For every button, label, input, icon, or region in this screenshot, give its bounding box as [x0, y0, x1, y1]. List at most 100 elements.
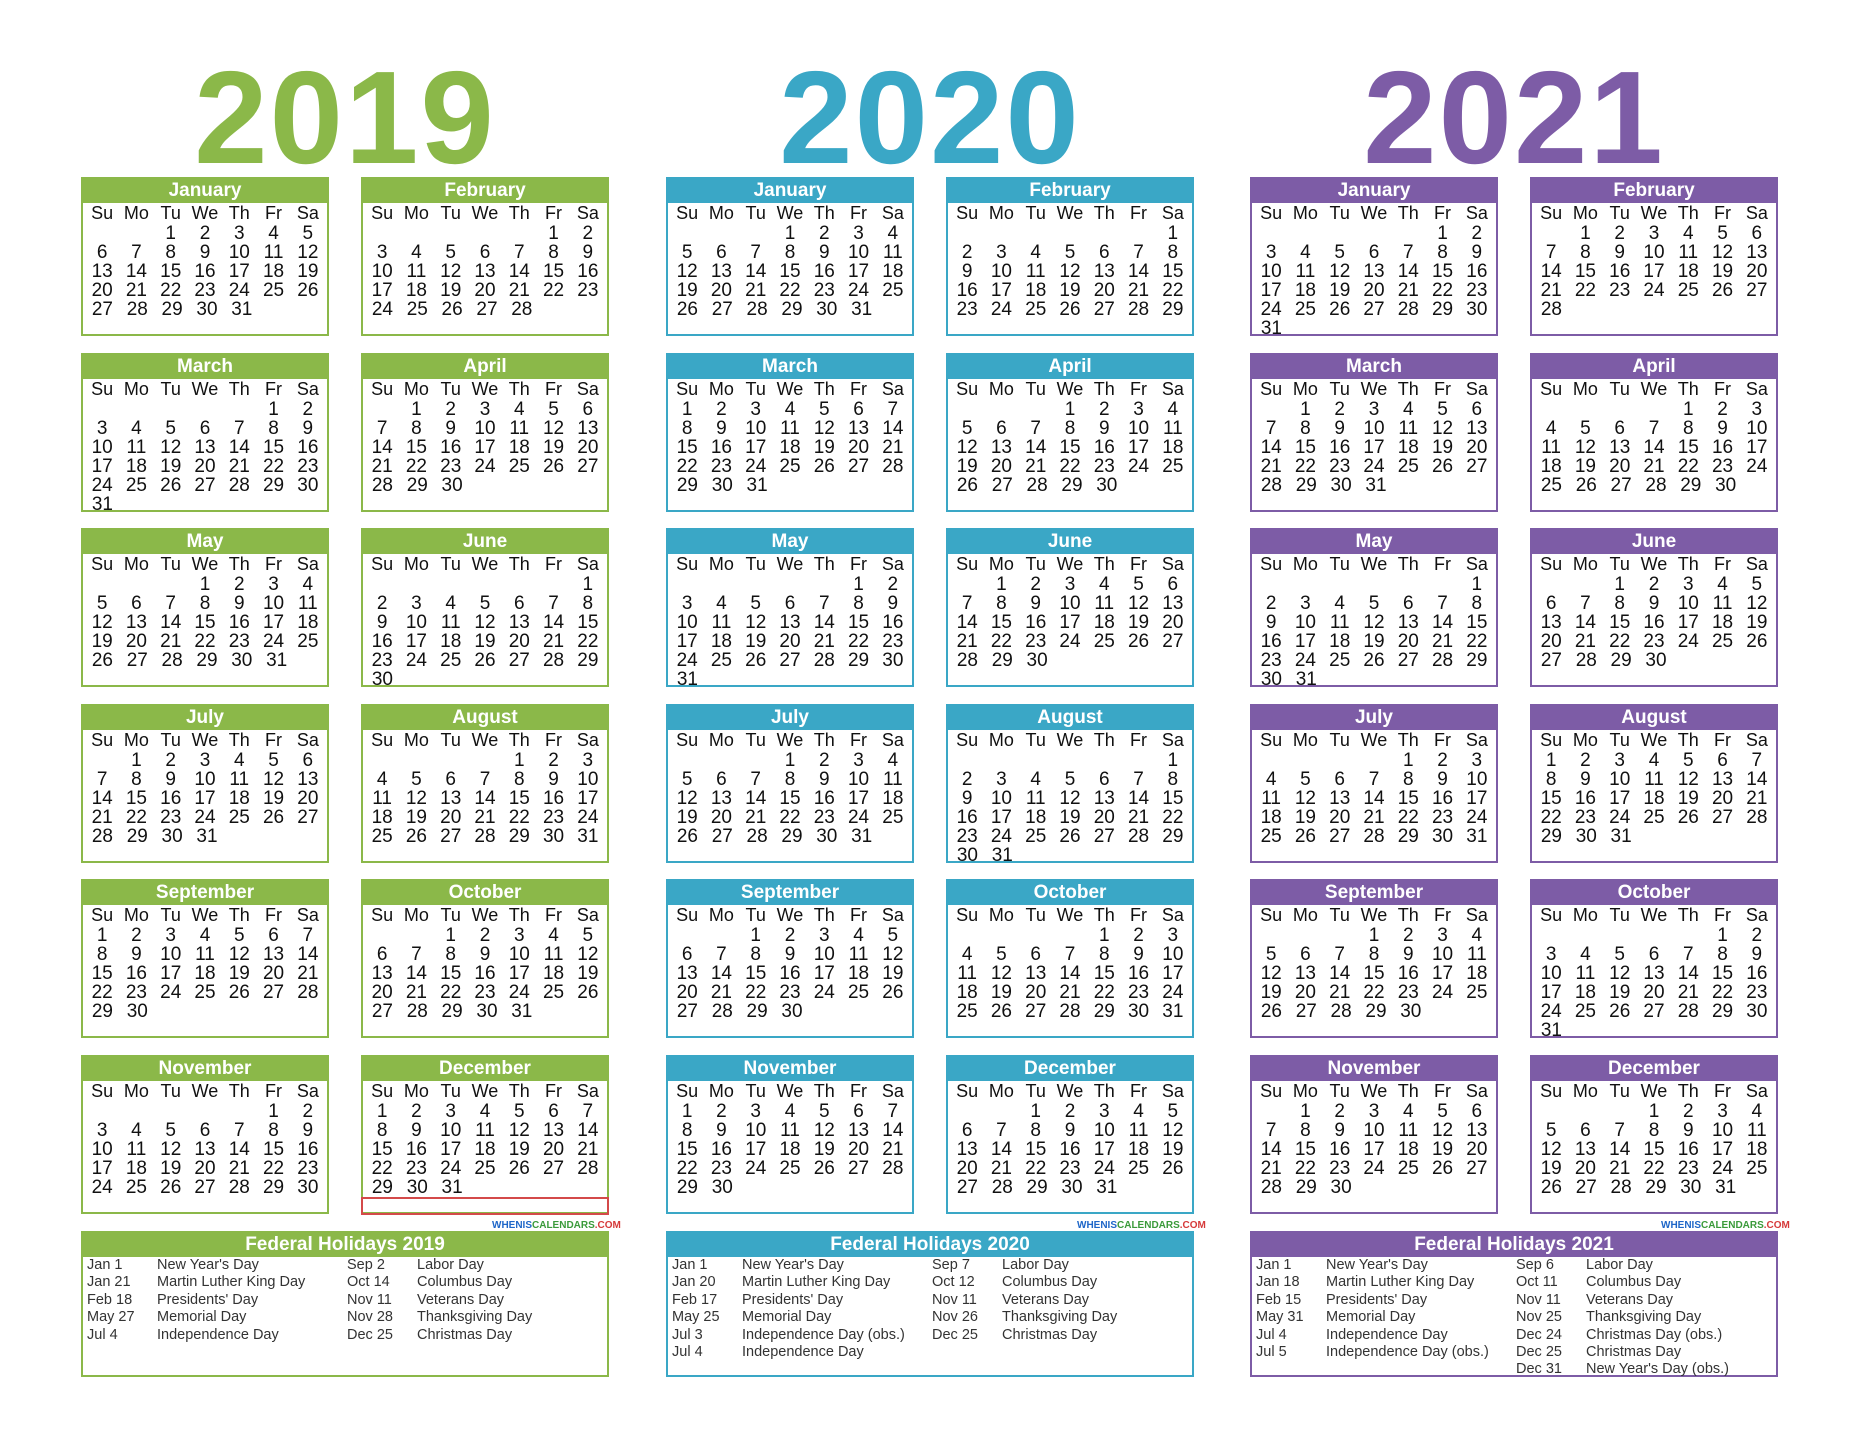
blank-cell: [984, 751, 1018, 770]
weekday-label: Fr: [1434, 1080, 1452, 1101]
day-cell: 25: [1329, 650, 1351, 671]
blank-cell: [222, 1102, 256, 1121]
weekday-label: Su: [956, 905, 979, 925]
week-row: 19 20 21 22 23 24 25: [668, 281, 912, 300]
day-cell: 31: [1540, 1020, 1562, 1041]
day-cell: 9: [1614, 242, 1625, 263]
blank-cell: [502, 575, 536, 594]
holiday-date: Jul 5: [1256, 1343, 1287, 1360]
day-cell: 10: [1127, 417, 1150, 439]
weekday-label: We: [471, 378, 499, 399]
week-row: 17 18 19 20 21 22 23: [1532, 983, 1776, 1002]
holiday-name: New Year's Day: [157, 1257, 259, 1273]
holiday-name: Veterans Day: [1002, 1291, 1090, 1308]
day-cell: 25: [710, 650, 732, 671]
day-cell: 11: [1541, 436, 1561, 458]
blank-cell: [119, 1102, 153, 1121]
week-row: 17 18 19 20 21 22 23: [83, 1159, 327, 1178]
day-cell: 8: [131, 768, 142, 790]
day-cell: 28: [1330, 1001, 1352, 1022]
day-cell: 27: [262, 982, 285, 1003]
day-cell: 13: [440, 787, 462, 809]
day-cell: 29: [371, 1176, 393, 1198]
blank-cell: [468, 575, 502, 594]
day-cell: 29: [1162, 299, 1184, 320]
weekday-label: Mo: [123, 905, 149, 925]
day-cell: 19: [813, 436, 835, 458]
day-cell: 13: [710, 787, 732, 809]
day-cell: 21: [508, 280, 530, 301]
day-cell: 28: [1431, 650, 1454, 671]
day-cell: 15: [1162, 787, 1184, 809]
month-name: July: [668, 705, 912, 730]
day-cell: 2: [1580, 749, 1591, 771]
day-cell: 3: [1682, 574, 1694, 595]
day-cell: 16: [194, 261, 216, 282]
day-cell: 10: [990, 787, 1012, 809]
day-cell: 15: [1397, 787, 1419, 809]
day-cell: 24: [194, 806, 216, 828]
day-cell: 7: [818, 593, 830, 614]
day-cell: 17: [1294, 631, 1316, 652]
month-name: January: [668, 179, 912, 203]
day-cell: 3: [1300, 593, 1311, 614]
day-cell: 12: [297, 242, 319, 263]
day-cell: 6: [716, 242, 727, 263]
day-cell: 14: [577, 1119, 599, 1141]
day-cell: 22: [508, 806, 530, 828]
holidays-columns: Jan 1 New Year's Day Jan 21 Martin Luther K…: [83, 1257, 607, 1344]
day-cell: 9: [1334, 417, 1345, 439]
blank-cell: [1568, 400, 1602, 419]
day-cell: 9: [1437, 768, 1448, 790]
weekday-label: Su: [956, 1080, 979, 1101]
day-cell: 25: [1127, 1157, 1150, 1179]
day-cell: 3: [199, 749, 211, 771]
day-cell: 27: [126, 650, 148, 671]
day-cell: 22: [262, 1157, 285, 1179]
day-cell: 15: [1431, 261, 1454, 282]
day-cell: 2: [445, 398, 456, 420]
weekday-label: Tu: [745, 378, 766, 399]
day-cell: 20: [1329, 806, 1351, 828]
day-cell: 3: [996, 242, 1007, 263]
day-cell: 3: [1614, 749, 1625, 771]
day-cell: 14: [474, 787, 496, 809]
holiday-date: Dec 24: [1516, 1326, 1562, 1343]
day-cell: 26: [508, 1157, 530, 1179]
day-cell: 5: [411, 768, 422, 790]
day-cell: 5: [1717, 223, 1728, 244]
day-cell: 8: [1300, 1119, 1311, 1141]
weekday-label: Sa: [1161, 1080, 1184, 1101]
weekday-label: Tu: [745, 1080, 766, 1101]
day-cell: 28: [1026, 474, 1048, 496]
day-cell: 4: [1265, 768, 1277, 790]
day-cell: 28: [406, 1001, 428, 1022]
day-cell: 26: [676, 825, 698, 847]
weekday-label: Th: [1677, 905, 1699, 925]
day-cell: 24: [91, 1176, 113, 1198]
day-cell: 25: [371, 825, 393, 847]
holiday-date: Jan 20: [672, 1274, 716, 1291]
day-cell: 21: [371, 455, 393, 477]
day-cell: 8: [548, 242, 559, 263]
holiday-row: Jan 21 Martin Luther King Day: [87, 1274, 347, 1291]
weekday-label: Su: [956, 203, 979, 223]
day-cell: 17: [91, 1157, 113, 1179]
week-row: 15 16 17 18 19 20 21: [363, 1140, 607, 1159]
day-cell: 13: [1329, 787, 1351, 809]
weekday-label: Su: [956, 554, 979, 574]
day-cell: 18: [474, 1138, 496, 1160]
day-cell: 16: [1677, 1138, 1699, 1160]
day-cell: 30: [476, 1001, 498, 1022]
day-cell: 12: [405, 787, 427, 809]
day-cell: 3: [233, 223, 245, 244]
empty-outline-box: [361, 1197, 609, 1215]
week-row: 17 18 19 20 21 22 23: [363, 281, 607, 300]
day-cell: 1: [1682, 398, 1694, 420]
day-cell: 5: [1064, 768, 1076, 790]
week-row: 8 9 10 11 12 13 14: [668, 1121, 912, 1140]
day-cell: 25: [1746, 1157, 1768, 1179]
holiday-date: Nov 26: [932, 1309, 978, 1326]
day-cell: 17: [1260, 280, 1282, 301]
